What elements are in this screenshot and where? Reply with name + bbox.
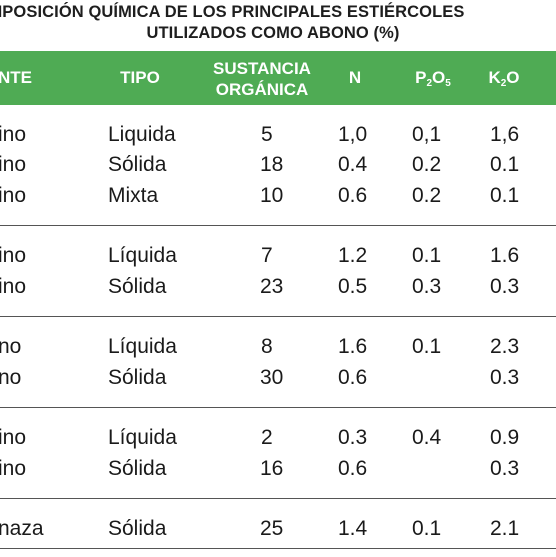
header-type: TIPO [120,68,160,87]
cell-p2o5: 0.1 [412,517,442,540]
cell-n: 1,0 [338,123,368,146]
cell-type: Sólida [108,153,167,176]
header-p-subscript-1: 2 [426,78,433,89]
cell-source: ino [0,457,27,480]
cell-source: no [0,366,22,389]
cell-p2o5: 0,1 [412,123,442,146]
cell-n: 0.6 [338,366,368,389]
cell-k2o: 2.3 [490,335,520,358]
header-p-oxygen: O [432,68,446,87]
header-n: N [348,68,362,87]
table-bottom-rule [0,548,556,549]
header-source: NTE [0,68,32,87]
cell-organic-matter: 5 [261,123,273,146]
cell-source: no [0,335,22,358]
cell-organic-matter: 16 [260,457,284,480]
cell-n: 1.4 [338,517,368,540]
cell-type: Sólida [108,366,167,389]
group-divider [0,225,556,226]
cell-p2o5: 0.2 [412,153,442,176]
cell-type: Mixta [108,184,159,207]
cell-source: ino [0,426,27,449]
cell-organic-matter: 10 [260,184,284,207]
cell-n: 1.2 [338,244,368,267]
group-divider [0,407,556,408]
cell-k2o: 2.1 [490,517,520,540]
cell-organic-matter: 8 [261,335,273,358]
header-p-symbol: P [415,68,427,87]
cell-type: Liquida [108,123,176,146]
cell-p2o5: 0.1 [412,244,442,267]
cell-p2o5: 0.4 [412,426,442,449]
cell-organic-matter: 25 [260,517,284,540]
cell-type: Sólida [108,457,167,480]
cell-k2o: 0.9 [490,426,520,449]
cell-k2o: 0.1 [490,153,520,176]
cell-p2o5: 0.3 [412,275,442,298]
cell-source: ino [0,123,27,146]
cell-source: ino [0,184,27,207]
table-title-line-2: UTILIZADOS COMO ABONO (%) [146,24,400,42]
table-header: NTE TIPO SUSTANCIA ORGÁNICA N P2O5 K2O [0,51,556,105]
cell-n: 1.6 [338,335,368,358]
cell-source: ino [0,153,27,176]
cell-n: 0.6 [338,184,368,207]
cell-source: ino [0,275,27,298]
cell-source: ino [0,244,27,267]
header-p2o5: P2O5 [408,67,458,89]
cell-type: Líquida [108,335,177,358]
cell-p2o5: 0.2 [412,184,442,207]
cell-type: Sólida [108,275,167,298]
cell-n: 0.3 [338,426,368,449]
cell-organic-matter: 2 [261,426,273,449]
cell-n: 0.6 [338,457,368,480]
group-divider [0,498,556,499]
header-organic-line-2: ORGÁNICA [215,80,309,99]
cell-organic-matter: 7 [261,244,273,267]
cell-organic-matter: 30 [260,366,284,389]
cell-k2o: 0.3 [490,457,520,480]
header-k-oxygen: O [506,68,520,87]
cell-type: Líquida [108,426,177,449]
cell-type: Sólida [108,517,167,540]
cell-k2o: 0.3 [490,366,520,389]
cell-organic-matter: 18 [260,153,284,176]
header-k2o: K2O [482,67,526,89]
header-organic-line-1: SUSTANCIA [213,59,311,78]
header-organic: SUSTANCIA ORGÁNICA [200,58,324,100]
cell-n: 0.5 [338,275,368,298]
cell-k2o: 1,6 [490,123,520,146]
header-p-subscript-2: 5 [445,78,451,89]
header-k-symbol: K [488,68,501,87]
cell-source: naza [0,517,44,540]
group-divider [0,316,556,317]
header-k-subscript: 2 [500,78,507,89]
table-title-line-1: OMPOSICIÓN QUÍMICA DE LOS PRINCIPALES ES… [0,3,465,21]
cell-p2o5: 0.1 [412,335,442,358]
cell-k2o: 1.6 [490,244,520,267]
cell-n: 0.4 [338,153,368,176]
cell-k2o: 0.3 [490,275,520,298]
cell-organic-matter: 23 [260,275,284,298]
cell-k2o: 0.1 [490,184,520,207]
cell-type: Líquida [108,244,177,267]
